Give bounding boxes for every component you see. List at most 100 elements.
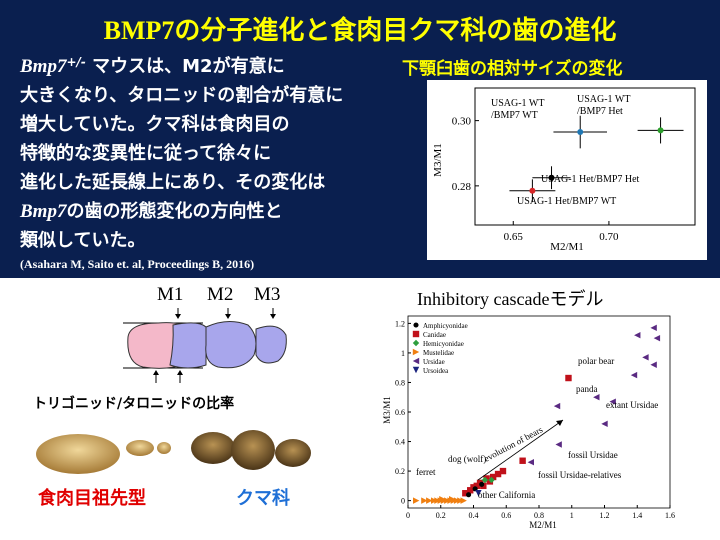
citation: (Asahara M, Saito et. al, Proceedings B,…: [20, 257, 255, 271]
chart2-point-hemicyonidae: [481, 476, 489, 484]
chart2-ytick: 0.6: [395, 408, 405, 417]
tooth-label-m1: M1: [157, 284, 184, 305]
chart2-point-ursidae: [650, 324, 657, 332]
chart2-point-ursidae: [555, 441, 562, 448]
chart2-point-ursidae: [650, 361, 657, 368]
chart2-point-canidae: [489, 473, 497, 481]
chart2-xtick: 1.6: [665, 511, 675, 520]
chart2-point-amphicyonidae: [479, 481, 485, 487]
annot-ferret: ferret: [416, 467, 436, 477]
legend-marker-ursidae: [412, 357, 420, 365]
chart2-ytick: 0: [401, 497, 405, 506]
legend-marker-amphicyonidae: [413, 322, 419, 328]
chart2-point-mustelidae: [426, 497, 433, 504]
legend-marker-mustelidae: [412, 348, 420, 356]
right-heading: 下顎臼歯の相対サイズの変化: [402, 59, 623, 79]
annot-fossil-ursidae: fossil Ursidae: [568, 450, 618, 460]
chart1-xlabel: M2/M1: [550, 241, 584, 253]
chart2-xtick: 1.2: [600, 511, 610, 520]
chart2-xtick: 1: [570, 511, 574, 520]
molar-diagram: [123, 308, 287, 383]
chart2-point-canidae: [519, 457, 526, 464]
chart2-ytick: 0.8: [395, 378, 405, 387]
chart2-point-ursidae: [527, 459, 535, 466]
inhibitory-cascade-chart: 0 0.2 0.4 0.6 0.8 1 1.2 1.4 1.6 0 0.2 0.4 0.6 0.8 1 1.2…: [378, 310, 678, 532]
chart2-point-canidae: [462, 490, 469, 497]
chart2-point-ursidae: [553, 402, 561, 410]
chart2-point-ursidae: [634, 332, 641, 339]
annot-dog-wolf: dog (wolf): [448, 454, 486, 464]
chart2-point-canidae: [499, 467, 507, 475]
chart2-point-mustelidae: [449, 495, 456, 503]
chart2-point-mustelidae: [439, 495, 446, 503]
ancestor-teeth-image: [36, 434, 171, 474]
chart2-ylabel: M3/M1: [382, 396, 392, 424]
legend-marker-ursoidea: [412, 366, 420, 374]
annot-extant-ursidae: extant Ursidae: [606, 400, 658, 410]
chart2-point-ursidae: [653, 334, 661, 342]
chart1-frame: [474, 87, 696, 226]
chart2-point-mustelidae: [453, 497, 461, 504]
chart2-point-ursidae: [630, 371, 638, 379]
legend-label-hemicyonidae: Hemicyonidae: [423, 340, 464, 348]
chart2-point-mustelidae: [431, 497, 438, 504]
chart1-xtick: 0.70: [599, 231, 619, 243]
annot-polar-bear: polar bear: [578, 356, 614, 366]
chart1-point: [548, 174, 555, 181]
chart1-ytick: 0.30: [452, 116, 472, 128]
chart2-ytick: 0.2: [395, 467, 405, 476]
chart2-point-mustelidae: [460, 497, 467, 504]
chart2-ytick: 1.2: [395, 319, 405, 328]
chart2-point-mustelidae: [412, 497, 420, 504]
chart1-xtick: 0.65: [504, 231, 524, 243]
chart2-xtick: 0.6: [501, 511, 511, 520]
chart2-ytick: 0.4: [395, 438, 405, 447]
chart1-point: [529, 187, 536, 194]
chart2-point-canidae: [565, 374, 572, 382]
chart2-xtick: 0.2: [436, 511, 446, 520]
chart1-label-het-wt: USAG-1 Het/BMP7 WT: [517, 196, 616, 207]
inhibitory-cascade-title: Inhibitory cascadeモデル: [417, 289, 604, 309]
tooth-label-m2: M2: [207, 284, 234, 305]
chart2-xtick: 0: [406, 511, 410, 520]
chart2-point-mustelidae: [421, 497, 428, 504]
chart2-point-ursoidea: [475, 490, 482, 497]
chart2-point-ursidae: [642, 354, 649, 361]
chart2-point-canidae: [473, 482, 480, 490]
description-text: Bmp7+/- マウスは、M2が有意に 大きくなり、タロニッドの割合が有意に 増…: [20, 55, 344, 251]
chart2-point-mustelidae: [434, 497, 441, 504]
chart1-ytick: 0.28: [452, 181, 472, 193]
legend-label-amphicyonidae: Amphicyonidae: [423, 322, 468, 330]
chart2-point-ursidae: [601, 420, 608, 428]
gene-name: Bmp7: [20, 56, 67, 77]
genotype-superscript: +/-: [66, 55, 86, 69]
mouse-molar-chart: 0.65 0.70 0.28 0.30 M3/M1 M2/M1 USAG-1 WT/B…: [427, 80, 707, 260]
legend-marker-canidae: [412, 330, 420, 338]
tooth-label-m3: M3: [254, 284, 281, 305]
legend-label-mustelidae: Mustelidae: [423, 349, 454, 357]
bear-label: クマ科: [236, 488, 290, 509]
chart1-ylabel: M3/M1: [432, 143, 444, 177]
legend-marker-hemicyonidae: [412, 339, 420, 347]
chart2-point-canidae: [494, 470, 502, 478]
chart2-xtick: 1.4: [632, 511, 642, 520]
slide-title: BMP7の分子進化と食肉目クマ科の歯の進化: [103, 16, 617, 45]
chart2-point-amphicyonidae: [466, 492, 472, 498]
chart2-xlabel: M2/M1: [529, 520, 557, 530]
chart1-label-wt-wt: USAG-1 WT/BMP7 WT: [491, 98, 544, 121]
bear-teeth-image: [191, 430, 311, 470]
chart1-label-wt-het: USAG-1 WT/BMP7 Het: [577, 94, 630, 117]
chart2-xtick: 0.8: [534, 511, 544, 520]
legend-label-canidae: Canidae: [423, 331, 446, 339]
ancestor-label: 食肉目祖先型: [38, 488, 146, 509]
legend-label-ursidae: Ursidae: [423, 358, 445, 366]
chart1-label-het-het: USAG-1 Het/BMP7 Het: [541, 174, 640, 185]
chart2-point-ursidae: [593, 394, 600, 401]
chart2-point-mustelidae: [457, 497, 464, 504]
chart1-point: [657, 127, 664, 134]
annot-panda: panda: [576, 384, 598, 394]
annot-fossil-ursidae-relatives: fossil Ursidae-relatives: [538, 470, 622, 480]
legend-label-ursoidea: Ursoidea: [423, 367, 449, 375]
chart2-point-hemicyonidae: [488, 476, 495, 484]
chart2-point-ursidae: [609, 398, 616, 405]
